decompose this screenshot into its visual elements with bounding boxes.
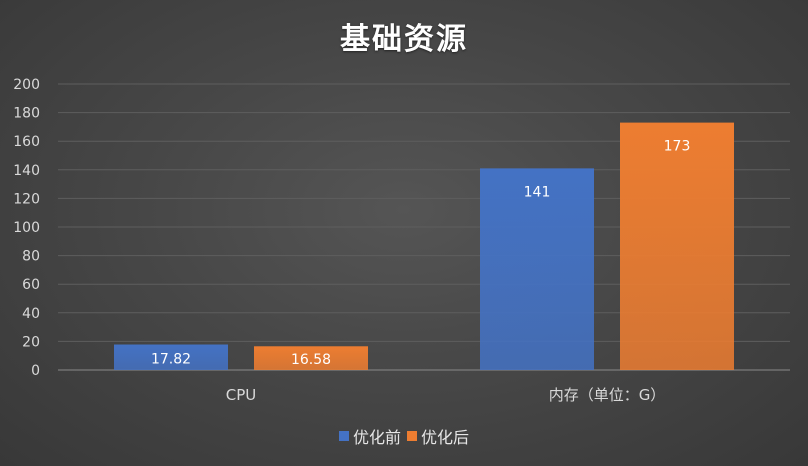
data-label: 17.82 bbox=[151, 351, 191, 367]
legend-item-after: 优化后 bbox=[407, 424, 469, 448]
y-tick-label: 140 bbox=[13, 163, 40, 179]
data-label: 141 bbox=[524, 184, 551, 200]
legend-item-before: 优化前 bbox=[338, 424, 401, 448]
y-tick-label: 160 bbox=[13, 134, 40, 150]
bar bbox=[254, 346, 368, 370]
legend-label-before: 优化前 bbox=[352, 428, 401, 447]
x-category-label: CPU bbox=[226, 386, 257, 404]
legend: 优化前 优化后 bbox=[0, 424, 808, 448]
y-tick-label: 100 bbox=[13, 220, 40, 236]
y-tick-label: 120 bbox=[13, 191, 40, 207]
legend-label-after: 优化后 bbox=[421, 428, 470, 447]
data-label: 16.58 bbox=[291, 352, 331, 368]
y-tick-label: 200 bbox=[13, 77, 40, 93]
legend-swatch-before bbox=[338, 431, 349, 441]
bar bbox=[480, 168, 594, 370]
y-tick-label: 80 bbox=[22, 249, 40, 265]
x-category-label: 内存（单位：G） bbox=[549, 386, 666, 404]
bar bbox=[620, 122, 734, 370]
chart-title: 基础资源 bbox=[340, 22, 468, 57]
y-tick-label: 60 bbox=[22, 277, 40, 293]
y-tick-label: 40 bbox=[22, 306, 40, 322]
y-tick-label: 180 bbox=[13, 106, 40, 122]
y-tick-label: 0 bbox=[31, 363, 40, 379]
data-label: 173 bbox=[664, 139, 691, 155]
y-tick-label: 20 bbox=[22, 334, 40, 350]
legend-swatch-after bbox=[407, 431, 417, 441]
bar bbox=[114, 344, 228, 370]
